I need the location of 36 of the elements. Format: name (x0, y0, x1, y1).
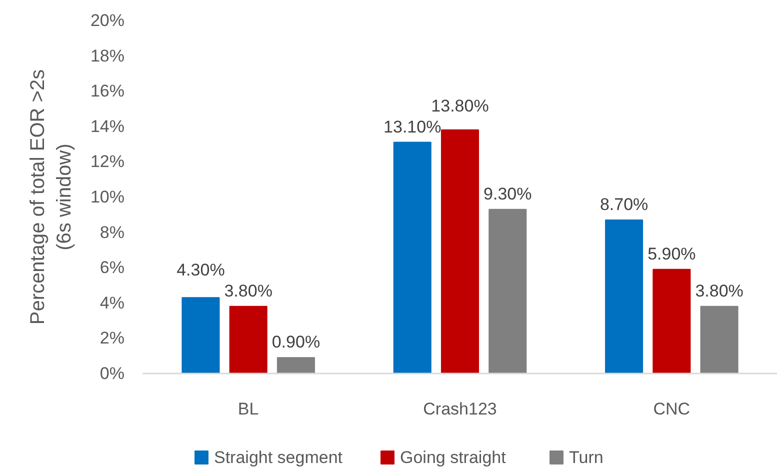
y-tick-label: 2% (100, 328, 125, 348)
bar (393, 142, 432, 374)
y-tick-label: 16% (90, 82, 125, 101)
bar (652, 268, 691, 374)
x-tick-label: Crash123 (423, 400, 497, 418)
data-label: 0.90% (272, 332, 320, 352)
bar (229, 306, 268, 374)
data-label: 13.80% (431, 96, 489, 116)
data-label: 3.80% (224, 281, 272, 300)
y-tick-label: 8% (100, 222, 125, 242)
data-label: 9.30% (484, 184, 532, 204)
data-label: 4.30% (176, 260, 225, 280)
y-axis-title: Percentage of total EOR >2s (6s window) (27, 69, 76, 325)
legend-label: Going straight (400, 448, 506, 467)
y-tick-label: 18% (90, 46, 125, 66)
y-tick-label: 10% (90, 188, 125, 206)
data-label: 5.90% (648, 244, 696, 264)
y-tick-label: 12% (90, 152, 125, 172)
y-tick-label: 0% (100, 364, 125, 383)
legend-label: Turn (569, 448, 604, 467)
x-tick-label: BL (238, 400, 259, 418)
bar (440, 129, 480, 374)
y-tick-label: 6% (100, 258, 125, 278)
bar (605, 219, 644, 374)
bar (700, 306, 738, 374)
y-tick-label: 14% (90, 116, 125, 136)
bar (276, 357, 315, 374)
data-label: 13.10% (384, 117, 442, 136)
y-tick-label: 20% (90, 11, 125, 30)
y-tick-label: 4% (100, 293, 125, 312)
legend-label: Straight segment (214, 448, 343, 467)
bar (182, 297, 220, 374)
x-tick-label: CNC (653, 400, 690, 418)
data-label: 3.80% (695, 281, 744, 300)
bar (488, 208, 527, 374)
data-label: 8.70% (600, 194, 648, 214)
